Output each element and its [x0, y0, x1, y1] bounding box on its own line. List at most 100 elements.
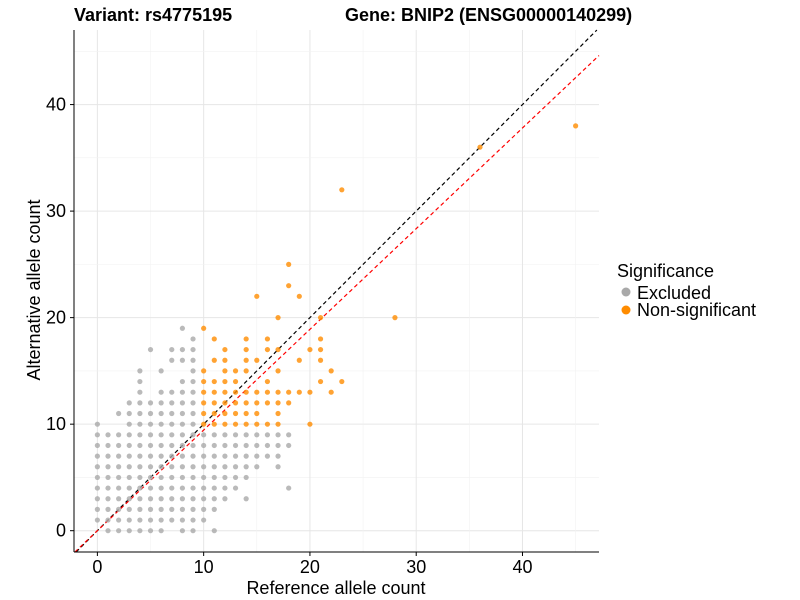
point-excluded [201, 485, 207, 491]
point-non-significant [201, 325, 207, 331]
point-non-significant [232, 368, 239, 374]
point-excluded [179, 442, 186, 449]
point-excluded [211, 474, 217, 481]
point-excluded [190, 389, 196, 395]
point-excluded [190, 453, 196, 459]
point-excluded [179, 421, 186, 427]
point-non-significant [296, 293, 302, 299]
point-excluded [190, 464, 196, 470]
point-non-significant [211, 410, 217, 417]
point-excluded [137, 506, 143, 512]
point-excluded [94, 496, 100, 502]
point-excluded [286, 432, 292, 438]
point-excluded [190, 432, 196, 438]
point-excluded [169, 485, 175, 491]
point-excluded [179, 496, 186, 502]
point-non-significant [286, 283, 292, 289]
point-excluded [211, 485, 217, 491]
point-excluded [158, 410, 164, 417]
point-non-significant [232, 378, 239, 385]
point-excluded [147, 432, 154, 438]
point-excluded [137, 485, 143, 491]
point-excluded [222, 464, 228, 470]
point-excluded [116, 517, 122, 523]
point-excluded [147, 400, 154, 406]
point-excluded [179, 517, 186, 523]
reference-lines [74, 29, 600, 553]
point-excluded [179, 506, 186, 512]
point-excluded [179, 410, 186, 417]
point-excluded [179, 325, 186, 331]
point-excluded [232, 453, 239, 459]
point-non-significant [264, 346, 271, 353]
point-excluded [126, 496, 132, 502]
point-excluded [169, 357, 175, 363]
point-excluded [190, 496, 196, 502]
point-excluded [126, 400, 132, 406]
point-excluded [169, 346, 175, 353]
point-excluded [243, 442, 249, 449]
point-excluded [158, 432, 164, 438]
point-excluded [201, 432, 207, 438]
point-non-significant [201, 378, 207, 385]
point-excluded [105, 464, 111, 470]
point-excluded [254, 464, 260, 470]
legend-title: Significance [617, 261, 714, 281]
point-excluded [211, 528, 217, 534]
point-excluded [264, 432, 271, 438]
point-excluded [243, 496, 249, 502]
point-excluded [126, 517, 132, 523]
point-excluded [116, 485, 122, 491]
point-excluded [126, 442, 132, 449]
point-excluded [190, 528, 196, 534]
legend-key-non-significant [621, 305, 631, 315]
point-non-significant [573, 123, 579, 129]
point-excluded [232, 442, 239, 449]
point-excluded [137, 378, 143, 385]
point-excluded [147, 517, 154, 523]
point-non-significant [222, 389, 228, 395]
legend: Significance Excluded Non-significant [617, 261, 756, 320]
point-excluded [94, 442, 100, 449]
point-excluded [105, 485, 111, 491]
point-non-significant [254, 400, 260, 406]
point-excluded [211, 464, 217, 470]
point-excluded [254, 432, 260, 438]
point-excluded [147, 506, 154, 512]
point-excluded [137, 496, 143, 502]
point-non-significant [264, 400, 271, 406]
point-excluded [126, 485, 132, 491]
point-non-significant [254, 389, 260, 395]
point-non-significant [243, 421, 249, 427]
point-non-significant [222, 357, 228, 363]
point-excluded [179, 346, 186, 353]
point-excluded [179, 432, 186, 438]
point-excluded [179, 528, 186, 534]
point-non-significant [211, 378, 217, 385]
point-excluded [201, 464, 207, 470]
point-excluded [179, 357, 186, 363]
point-non-significant [211, 400, 217, 406]
point-excluded [232, 485, 239, 491]
point-non-significant [243, 336, 249, 342]
point-excluded [137, 400, 143, 406]
point-non-significant [328, 389, 334, 395]
point-excluded [169, 400, 175, 406]
point-excluded [158, 517, 164, 523]
legend-key-excluded [621, 287, 631, 297]
title-variant: Variant: rs4775195 [74, 5, 232, 25]
y-tick-label: 0 [56, 521, 66, 541]
y-axis-label: Alternative allele count [24, 199, 44, 380]
point-excluded [105, 506, 111, 512]
point-excluded [147, 464, 154, 470]
point-non-significant [201, 421, 207, 427]
point-excluded [105, 442, 111, 449]
point-excluded [201, 474, 207, 481]
point-excluded [275, 464, 281, 470]
point-non-significant [307, 421, 313, 427]
point-excluded [254, 442, 260, 449]
title-gene: Gene: BNIP2 (ENSG00000140299) [345, 5, 632, 25]
point-excluded [169, 432, 175, 438]
point-excluded [211, 453, 217, 459]
